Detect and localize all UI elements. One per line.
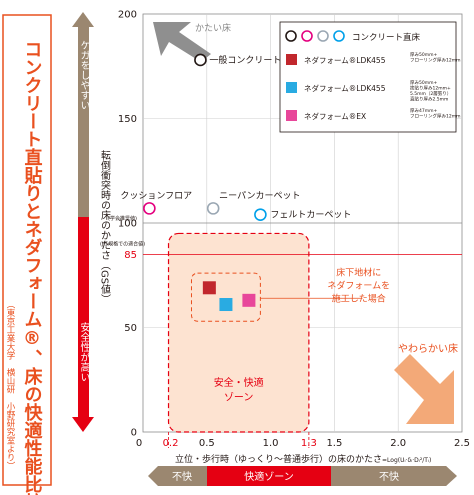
- legend-header: コンクリート直床: [352, 32, 421, 43]
- bottom-bar-right-arrow: [446, 466, 456, 486]
- data-point: [194, 53, 207, 67]
- point-label: フェルトカーペット: [270, 210, 351, 221]
- data-point: [254, 208, 267, 221]
- soft-floor-label: やわらかい床: [398, 342, 458, 355]
- x-tick-label: 1.0: [263, 438, 279, 449]
- bottom-bar-right: [331, 466, 446, 486]
- side-title-source: （東京工業大学 横山研 小野研究室より）: [5, 300, 15, 470]
- x-tick-label-special: 0.2: [163, 438, 179, 449]
- point-label: 一般コンクリート床: [209, 54, 290, 66]
- data-point: [242, 293, 256, 307]
- bottom-right-label: 不快: [379, 471, 399, 483]
- callout-text: ネダフォームを: [327, 279, 390, 291]
- x-axis-label: 立位・歩行時（ゆっくり〜普通歩行）の床のかたさ=Log(Uᵢ·δᵢ·Dᵢ²/Tᵢ…: [175, 453, 431, 465]
- legend-note: 5.5mm（2層張り）: [410, 91, 451, 97]
- legend-label: ネダフォーム®EX: [304, 111, 366, 121]
- legend-circle-icon: [301, 30, 313, 42]
- danger-label: ケガをしやすい: [78, 40, 90, 110]
- data-point: [143, 202, 156, 215]
- y-tick-label: 0: [131, 428, 137, 439]
- legend-circle-icon: [285, 30, 297, 42]
- bottom-left-label: 不快: [172, 471, 192, 483]
- legend-label: ネダフォーム®LDK455: [304, 55, 386, 65]
- legend-square-icon: [286, 54, 297, 65]
- legend-note: 直貼り厚み2.5mm: [410, 96, 448, 103]
- y-tick-label: 150: [118, 114, 137, 125]
- safe-arrow-head: [72, 417, 94, 432]
- x-tick-label: 2.0: [390, 438, 406, 449]
- x-tick-label: 0: [136, 438, 142, 449]
- comfort-zone-label: ゾーン: [224, 392, 254, 404]
- y-tick-label: 200: [118, 10, 137, 21]
- soft-floor-arrow: [394, 354, 454, 424]
- legend-label: ネダフォーム®LDK455: [304, 83, 386, 93]
- safe-arrow-body: [78, 217, 89, 417]
- side-title: コンクリート直貼りとネダフォーム®、床の快適性能比較: [22, 40, 43, 495]
- y-axis-label: 転倒衝突時の床のかたさ（GS値）: [99, 150, 111, 304]
- ref-label-85: (JIS規格での適合値): [100, 240, 145, 247]
- x-tick-label: 1.5: [326, 438, 342, 449]
- comfort-zone-label: 安全・快適: [214, 376, 264, 389]
- legend-square-icon: [286, 82, 297, 93]
- x-tick-label: 0.5: [199, 438, 215, 449]
- ref-label-100: (学会推奨値): [108, 215, 137, 222]
- callout-text: 床下地材に: [336, 266, 381, 278]
- callout-text: 施工した場合: [332, 292, 386, 304]
- bottom-mid-label: 快適ゾーン: [244, 470, 294, 483]
- y-tick-label-special: 85: [124, 250, 137, 261]
- danger-arrow-head: [72, 12, 94, 27]
- data-point: [202, 281, 216, 295]
- legend-note: フローリング厚み12mm: [410, 113, 461, 120]
- legend-note: 厚み47mm+: [410, 108, 437, 114]
- bottom-bar-left: [158, 466, 207, 486]
- y-tick-label: 100: [118, 219, 137, 230]
- y-tick-label: 50: [124, 323, 137, 334]
- x-tick-label: 2.5: [454, 438, 470, 449]
- bottom-bar-left-arrow: [148, 466, 158, 486]
- callout-box: [190, 272, 261, 322]
- legend-note: 捨貼り厚み12mm+: [410, 85, 451, 92]
- legend-square-icon: [286, 110, 297, 121]
- bottom-bar-mid: [207, 466, 331, 486]
- data-point: [219, 298, 233, 312]
- legend-circle-icon: [333, 30, 345, 42]
- plot-area: 安全・快適ゾーン (学会推奨値) (JIS規格での適合値) 0 50 100 150 200 8…: [100, 10, 470, 450]
- legend-note: 厚み50mm+: [410, 52, 437, 58]
- hard-floor-arrow: [153, 22, 211, 62]
- x-tick-label-special: 1.3: [301, 438, 317, 449]
- legend-note: フローリング厚み12mm: [410, 57, 461, 64]
- legend-note: 厚み50mm+: [410, 80, 437, 86]
- hard-floor-label: かたい床: [195, 22, 231, 34]
- legend-circle-icon: [317, 30, 329, 42]
- data-point: [206, 202, 220, 215]
- safe-label: 安全性が高い: [78, 321, 90, 382]
- danger-arrow-body: [78, 27, 89, 217]
- side-title-box: [2, 14, 52, 486]
- point-label: ニーパンカーペット: [219, 190, 300, 201]
- point-label: クッションフロア: [120, 190, 192, 201]
